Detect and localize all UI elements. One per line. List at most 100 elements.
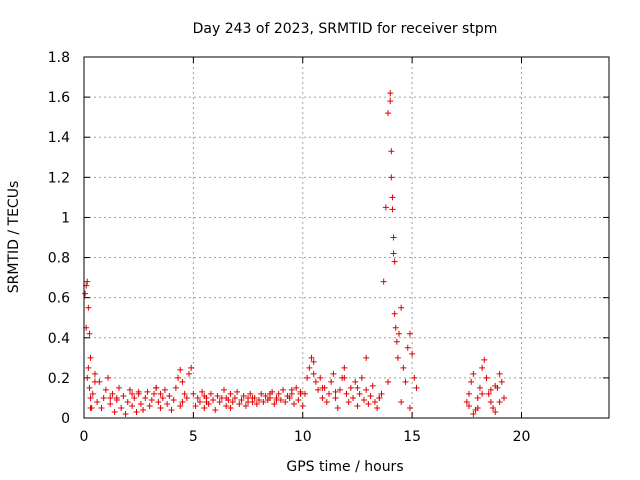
data-point bbox=[483, 374, 490, 381]
data-point bbox=[84, 278, 91, 285]
data-point bbox=[247, 390, 254, 397]
x-axis-label: GPS time / hours bbox=[286, 459, 403, 475]
y-tick-label: 0.4 bbox=[48, 331, 70, 347]
data-point bbox=[476, 384, 483, 391]
data-point bbox=[350, 394, 357, 401]
data-point bbox=[194, 394, 201, 401]
data-point bbox=[310, 370, 317, 377]
data-point bbox=[385, 110, 392, 117]
data-point bbox=[161, 386, 168, 393]
data-point bbox=[236, 400, 243, 407]
data-point bbox=[256, 396, 262, 403]
data-point bbox=[319, 384, 326, 391]
data-point bbox=[262, 392, 269, 399]
data-point bbox=[181, 390, 188, 397]
data-point bbox=[391, 258, 398, 265]
data-point bbox=[485, 390, 492, 397]
data-point bbox=[129, 402, 136, 409]
x-tick-label: 20 bbox=[513, 429, 531, 445]
data-point bbox=[212, 406, 219, 413]
y-tick-label: 0.2 bbox=[48, 371, 70, 387]
data-point bbox=[89, 390, 96, 397]
data-point bbox=[260, 398, 267, 405]
y-axis-label: SRMTID / TECUs bbox=[6, 181, 22, 294]
data-point bbox=[341, 364, 348, 371]
data-point bbox=[490, 404, 497, 411]
data-point bbox=[157, 404, 164, 411]
data-point bbox=[142, 394, 149, 401]
x-axis: 0 5 10 15 20 bbox=[80, 57, 531, 445]
data-point bbox=[293, 384, 300, 391]
data-point bbox=[288, 386, 295, 393]
data-point bbox=[297, 390, 304, 397]
y-tick-label: 0.6 bbox=[48, 291, 70, 307]
data-point bbox=[273, 396, 280, 403]
data-point bbox=[280, 386, 287, 393]
data-point bbox=[245, 398, 252, 405]
data-point bbox=[105, 374, 112, 381]
data-point bbox=[186, 370, 192, 377]
data-point bbox=[334, 404, 341, 411]
data-point bbox=[275, 390, 282, 397]
data-point bbox=[385, 378, 392, 385]
data-point bbox=[98, 404, 105, 411]
data-point bbox=[326, 390, 332, 397]
data-point bbox=[312, 378, 319, 385]
data-point bbox=[390, 234, 397, 241]
data-point bbox=[86, 384, 93, 391]
data-point bbox=[190, 390, 197, 397]
data-point bbox=[376, 394, 383, 401]
data-point bbox=[382, 204, 389, 211]
data-point bbox=[82, 290, 89, 297]
data-point bbox=[310, 358, 317, 365]
x-tick-label: 10 bbox=[294, 429, 312, 445]
data-point bbox=[86, 330, 93, 337]
data-point bbox=[100, 394, 107, 401]
data-point bbox=[402, 378, 409, 385]
data-point bbox=[229, 398, 236, 405]
data-series-srmtid bbox=[82, 90, 507, 417]
data-point bbox=[179, 398, 186, 405]
data-point bbox=[159, 394, 166, 401]
data-point bbox=[356, 390, 363, 397]
grid-lines bbox=[84, 57, 609, 418]
data-point bbox=[157, 390, 164, 397]
data-point bbox=[396, 330, 402, 337]
y-tick-label: 1.2 bbox=[48, 170, 70, 186]
data-point bbox=[223, 394, 230, 401]
data-point bbox=[85, 364, 92, 371]
data-point bbox=[120, 392, 127, 399]
data-point bbox=[374, 404, 381, 411]
data-point bbox=[358, 374, 365, 381]
data-point bbox=[389, 206, 396, 213]
x-tick-label: 15 bbox=[403, 429, 421, 445]
data-point bbox=[363, 386, 370, 393]
data-point bbox=[468, 378, 475, 385]
data-point bbox=[201, 392, 208, 399]
data-point bbox=[84, 374, 91, 381]
data-point bbox=[413, 384, 420, 391]
y-tick-label: 0.8 bbox=[48, 251, 70, 267]
data-point bbox=[148, 396, 155, 403]
data-point bbox=[463, 398, 470, 405]
data-point bbox=[164, 400, 171, 407]
data-point bbox=[389, 194, 396, 201]
data-point bbox=[319, 394, 326, 401]
data-point bbox=[155, 398, 162, 405]
data-point bbox=[398, 304, 405, 311]
data-point bbox=[199, 388, 206, 395]
data-point bbox=[388, 148, 395, 155]
data-point bbox=[227, 390, 234, 397]
y-tick-label: 1.6 bbox=[48, 90, 70, 106]
data-point bbox=[496, 398, 503, 405]
data-point bbox=[487, 398, 494, 405]
data-point bbox=[398, 398, 405, 405]
data-point bbox=[406, 404, 413, 411]
data-point bbox=[394, 354, 401, 361]
data-point bbox=[177, 366, 184, 373]
data-point bbox=[411, 374, 418, 381]
data-point bbox=[131, 394, 138, 401]
data-point bbox=[393, 338, 400, 345]
data-point bbox=[221, 386, 227, 393]
